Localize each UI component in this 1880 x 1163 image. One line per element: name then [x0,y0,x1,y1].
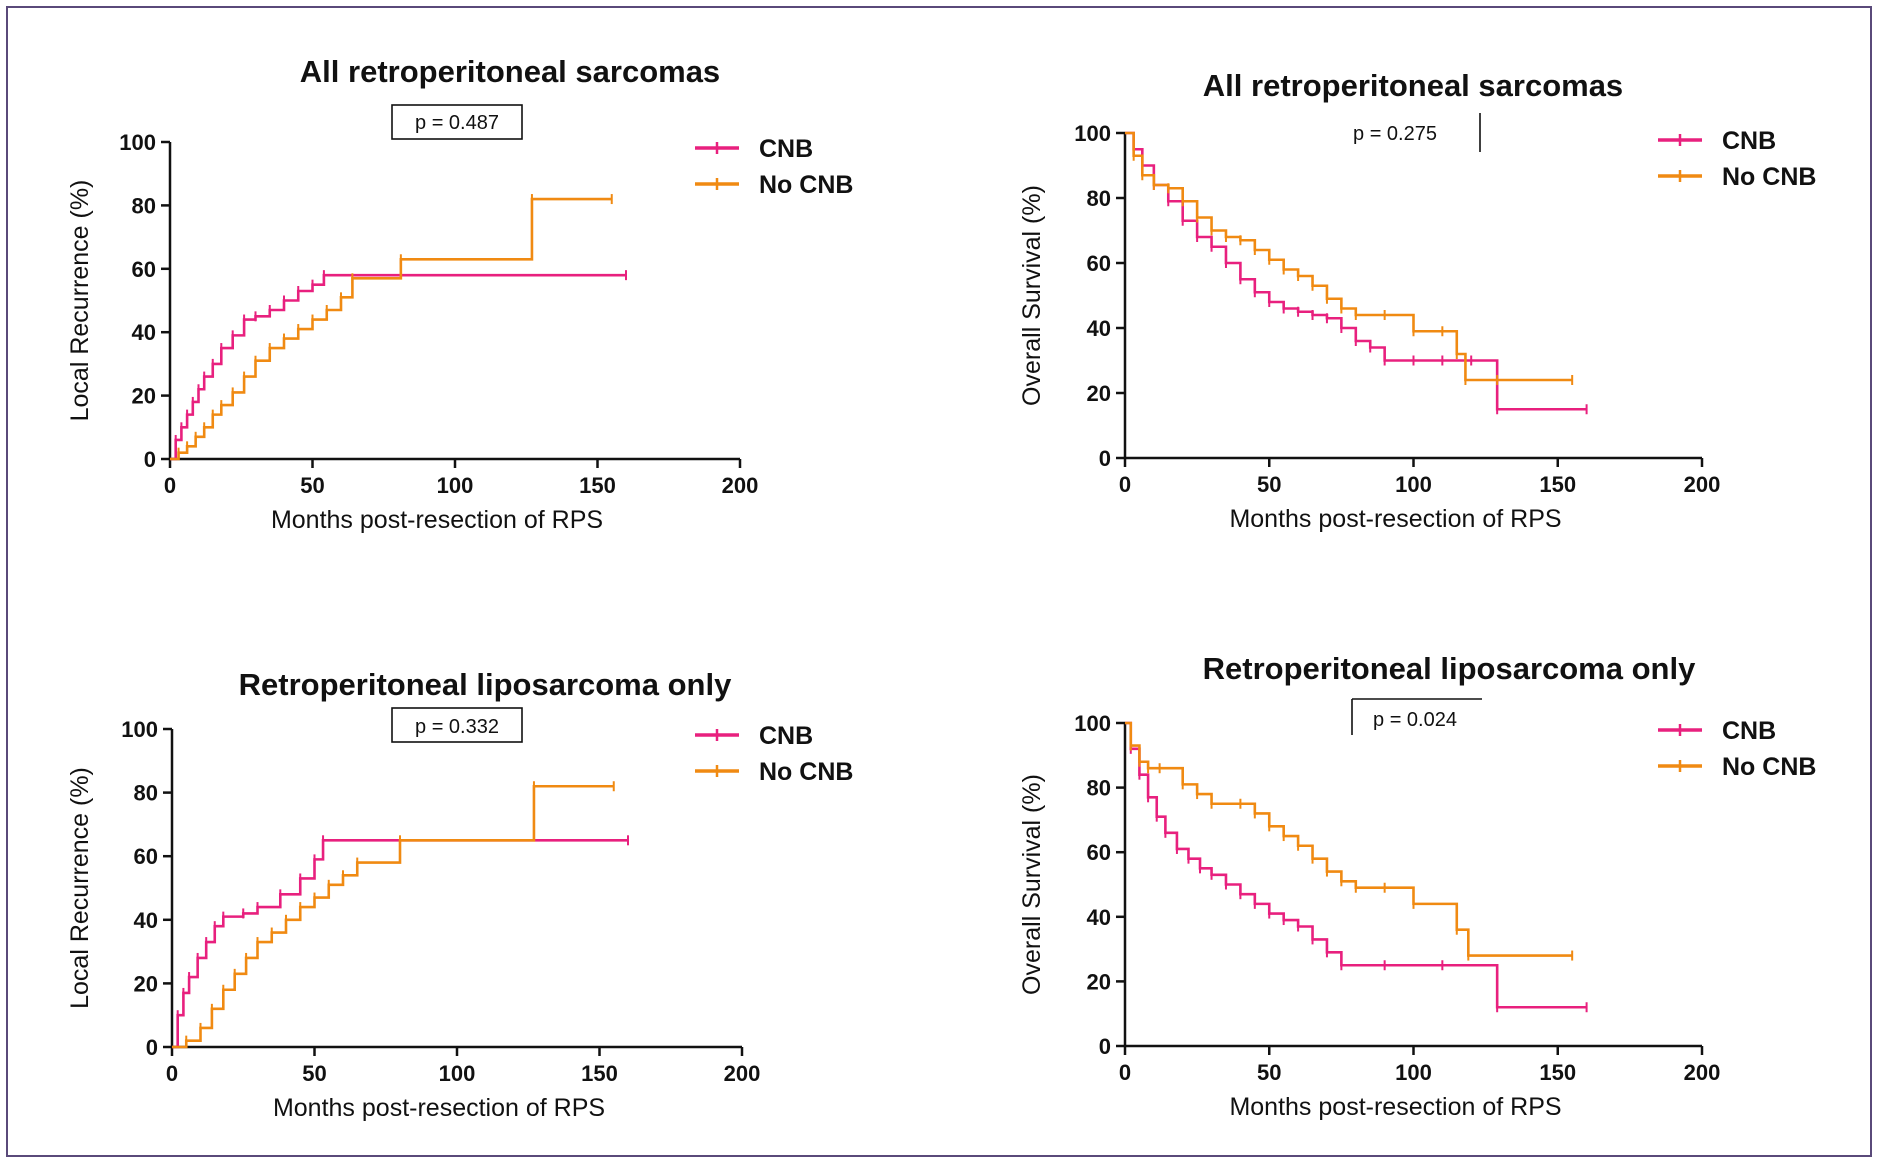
x-tick-label: 200 [722,473,759,498]
y-tick-label: 100 [1074,121,1111,146]
y-tick-label: 20 [1087,381,1111,406]
y-axis-label: Local Recurrence (%) [66,767,94,1009]
series-line-cnb [1125,723,1587,1007]
legend-item-cnb: CNB [695,722,813,750]
y-axis-label: Overall Survival (%) [1018,185,1046,406]
legend-item-cnb: CNB [695,135,813,163]
chart-title: All retroperitoneal sarcomas [300,54,720,89]
y-tick-label: 80 [1087,186,1111,211]
legend-label: CNB [1722,127,1776,155]
y-tick-label: 0 [1099,446,1111,471]
legend-label: CNB [759,722,813,750]
y-tick-label: 0 [1099,1034,1111,1059]
series-line-cnb [172,840,628,1047]
legend-item-cnb: CNB [1658,717,1776,745]
series-line-cnb [170,275,626,459]
x-axis-label: Months post-resection of RPS [1229,1093,1561,1121]
x-tick-label: 100 [437,473,474,498]
legend-item-no-cnb: No CNB [1658,163,1816,191]
x-tick-label: 50 [300,473,324,498]
x-tick-label: 150 [581,1061,618,1086]
y-tick-label: 40 [134,908,158,933]
series-line-cnb [1125,133,1587,409]
legend-label: CNB [1722,717,1776,745]
chart-title: Retroperitoneal liposarcoma only [1203,651,1696,686]
y-tick-label: 80 [1087,776,1111,801]
series-line-no-cnb [1125,133,1572,380]
x-tick-label: 100 [1395,1060,1432,1085]
legend-item-cnb: CNB [1658,127,1776,155]
legend-item-no-cnb: No CNB [695,171,853,199]
y-tick-label: 60 [1087,840,1111,865]
y-tick-label: 40 [132,320,156,345]
x-axis-label: Months post-resection of RPS [273,1094,605,1122]
p-value-label: p = 0.487 [415,112,499,134]
series-line-no-cnb [1125,723,1572,956]
y-tick-label: 40 [1087,316,1111,341]
legend-label: No CNB [759,171,853,199]
x-axis-label: Months post-resection of RPS [1229,505,1561,533]
p-value-label: p = 0.275 [1353,123,1437,145]
legend-label: No CNB [1722,163,1816,191]
x-tick-label: 150 [1539,1060,1576,1085]
legend-item-no-cnb: No CNB [1658,753,1816,781]
y-tick-label: 60 [134,844,158,869]
chart-panel-4: Retroperitoneal liposarcoma only p = 0.02… [1018,651,1816,1121]
legend-item-no-cnb: No CNB [695,758,853,786]
p-value-label: p = 0.024 [1373,709,1457,731]
x-tick-label: 150 [579,473,616,498]
legend-label: No CNB [759,758,853,786]
x-tick-label: 50 [302,1061,326,1086]
y-tick-label: 60 [132,257,156,282]
x-tick-label: 0 [1119,1060,1131,1085]
y-tick-label: 80 [134,781,158,806]
x-tick-label: 50 [1257,1060,1281,1085]
x-tick-label: 200 [1684,1060,1721,1085]
chart-panel-2: All retroperitoneal sarcomas p = 0.275 0 20… [1018,68,1816,533]
y-tick-label: 80 [132,193,156,218]
y-tick-label: 20 [1087,969,1111,994]
x-tick-label: 0 [166,1061,178,1086]
chart-title: Retroperitoneal liposarcoma only [239,667,732,702]
series-line-no-cnb [170,199,612,459]
y-tick-label: 60 [1087,251,1111,276]
y-tick-label: 0 [146,1035,158,1060]
x-tick-label: 150 [1539,472,1576,497]
chart-panel-3: Retroperitoneal liposarcoma only p = 0.33… [66,667,853,1122]
p-value-label: p = 0.332 [415,716,499,738]
x-tick-label: 50 [1257,472,1281,497]
y-axis-label: Overall Survival (%) [1018,774,1046,995]
y-tick-label: 0 [144,447,156,472]
chart-panel-1: All retroperitoneal sarcomas p = 0.487 0 20… [66,54,853,534]
x-tick-label: 100 [1395,472,1432,497]
y-tick-label: 20 [132,384,156,409]
x-tick-label: 0 [164,473,176,498]
y-tick-label: 20 [134,971,158,996]
y-tick-label: 100 [119,130,156,155]
legend-label: CNB [759,135,813,163]
y-axis-label: Local Recurrence (%) [66,180,94,422]
x-tick-label: 0 [1119,472,1131,497]
y-tick-label: 40 [1087,905,1111,930]
x-tick-label: 100 [439,1061,476,1086]
y-tick-label: 100 [121,717,158,742]
chart-title: All retroperitoneal sarcomas [1203,68,1623,103]
x-axis-label: Months post-resection of RPS [271,506,603,534]
y-tick-label: 100 [1074,711,1111,736]
legend-label: No CNB [1722,753,1816,781]
x-tick-label: 200 [724,1061,761,1086]
x-tick-label: 200 [1684,472,1721,497]
